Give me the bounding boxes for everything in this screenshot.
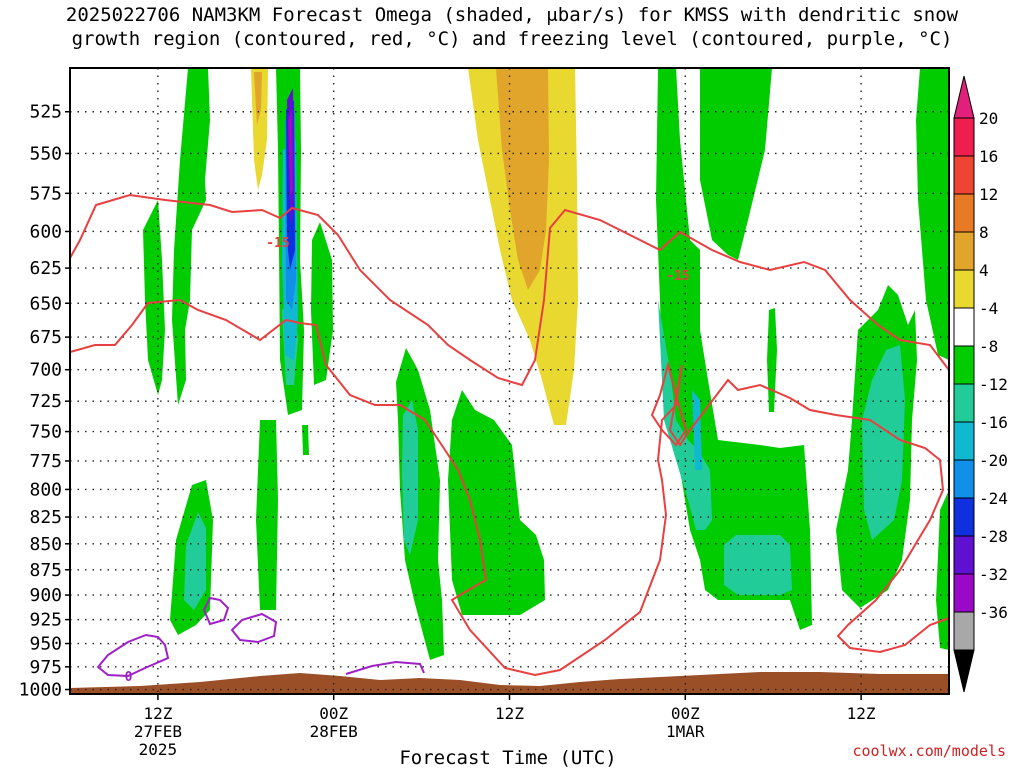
y-tick-label: 750 — [29, 422, 62, 443]
omega-shade-positive-4b — [251, 68, 268, 190]
colorbar-label: -32 — [979, 565, 1008, 584]
y-tick-label: 575 — [29, 183, 62, 204]
y-tick-label: 525 — [29, 102, 62, 123]
contour-labels: -15 -15 0 — [125, 236, 690, 685]
colorbar-swatch — [953, 155, 975, 195]
colorbar-swatch — [953, 573, 975, 613]
contour-layer — [70, 193, 949, 678]
y-tick-label: 700 — [29, 360, 62, 381]
colorbar-label: -4 — [979, 299, 998, 318]
contour-label: -15 — [666, 269, 689, 284]
x-tick-date: 28FEB — [310, 722, 358, 741]
title-line-2: growth region (contoured, red, °C) and f… — [71, 28, 953, 50]
colorbar-swatch — [953, 459, 975, 499]
colorbar-swatch — [953, 345, 975, 385]
omega-shade-positive-8b — [254, 72, 262, 125]
y-tick-label: 625 — [29, 258, 62, 279]
y-tick-label: 775 — [29, 451, 62, 472]
y-tick-label: 950 — [29, 634, 62, 655]
colorbar-swatch — [953, 307, 975, 347]
y-tick-label: 825 — [29, 507, 62, 528]
x-tick-label: 12Z — [847, 704, 876, 723]
colorbar-label: 20 — [979, 109, 998, 128]
dgz-contours — [70, 193, 949, 677]
colorbar-swatch — [953, 117, 975, 157]
colorbar: 20 16 12 8 4 -4 -8 -12 -16 -20 -24 -28 -32 -36 — [953, 75, 1008, 693]
omega-shade-negative-8 — [184, 300, 905, 610]
colorbar-label: -20 — [979, 451, 1008, 470]
chart-title: 2025022706 NAM3KM Forecast Omega (shaded… — [0, 3, 1024, 51]
x-axis-title: Forecast Time (UTC) — [399, 747, 616, 768]
title-line-1: 2025022706 NAM3KM Forecast Omega (shaded… — [65, 4, 959, 26]
colorbar-label: 16 — [979, 147, 998, 166]
colorbar-swatch — [953, 421, 975, 461]
y-tick-label: 975 — [29, 657, 62, 678]
colorbar-swatch — [953, 269, 975, 309]
colorbar-swatch — [953, 231, 975, 271]
colorbar-top-arrow — [953, 75, 975, 119]
colorbar-label: -28 — [979, 527, 1008, 546]
y-tick-label: 900 — [29, 585, 62, 606]
y-tick-label: 875 — [29, 560, 62, 581]
colorbar-label: -12 — [979, 375, 1008, 394]
colorbar-label: -16 — [979, 413, 1008, 432]
y-tick-label: 600 — [29, 221, 62, 242]
y-tick-label: 1000 — [19, 680, 62, 701]
contour-label: -15 — [266, 236, 289, 251]
colorbar-label: 4 — [979, 261, 989, 280]
colorbar-swatch — [953, 383, 975, 423]
colorbar-label: -36 — [979, 603, 1008, 622]
omega-shade-positive-8 — [496, 68, 549, 290]
y-tick-label: 675 — [29, 327, 62, 348]
y-tick-label: 650 — [29, 293, 62, 314]
y-tick-label: 550 — [29, 143, 62, 164]
colorbar-swatch — [953, 193, 975, 233]
x-tick-date: 1MAR — [666, 722, 705, 741]
colorbar-label: 8 — [979, 223, 989, 242]
x-tick-label: 12Z — [143, 704, 172, 723]
colorbar-swatch — [953, 535, 975, 575]
colorbar-bottom-arrow — [953, 649, 975, 693]
x-tick-label: 00Z — [319, 704, 348, 723]
y-tick-label: 925 — [29, 610, 62, 631]
omega-shade-negative-32 — [288, 110, 293, 195]
y-axis: 525 550 575 600 625 650 675 700 725 750 775 800 825 8… — [19, 102, 70, 701]
colorbar-swatch — [953, 611, 975, 651]
credit-link[interactable]: coolwx.com/models — [852, 742, 1006, 760]
x-tick-label: 00Z — [671, 704, 700, 723]
contour-label: 0 — [125, 670, 133, 685]
colorbar-label: 12 — [979, 185, 998, 204]
x-tick-year: 2025 — [139, 740, 178, 759]
x-tick-label: 12Z — [495, 704, 524, 723]
colorbar-label: -8 — [979, 337, 998, 356]
x-tick-date: 27FEB — [134, 722, 182, 741]
y-tick-label: 850 — [29, 534, 62, 555]
shading-layer — [70, 68, 949, 694]
terrain-fill — [70, 672, 949, 694]
freezing-contours — [96, 596, 425, 678]
y-tick-label: 800 — [29, 479, 62, 500]
y-tick-label: 725 — [29, 391, 62, 412]
colorbar-swatch — [953, 497, 975, 537]
colorbar-label: -24 — [979, 489, 1008, 508]
